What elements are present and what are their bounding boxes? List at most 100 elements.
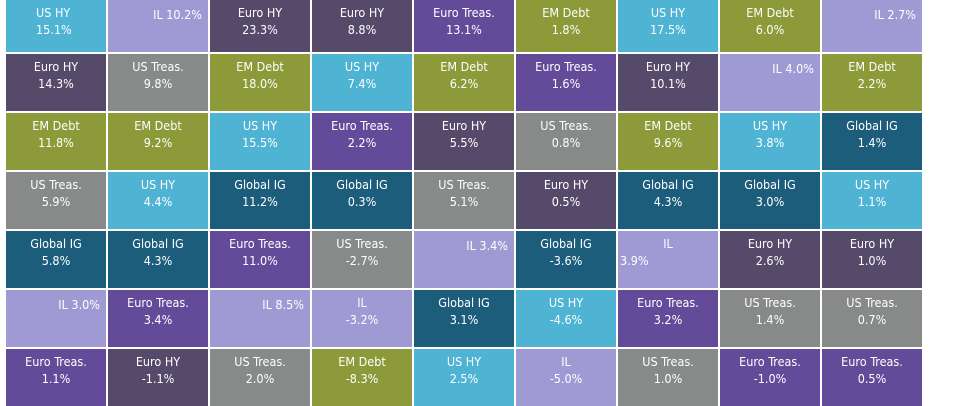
quilt-cell: EM Debt 6.2% — [414, 54, 514, 111]
cell-value: 0.5% — [857, 371, 887, 386]
cell-label: Euro Treas. — [127, 295, 189, 310]
cell-value: 1.1% — [857, 194, 887, 209]
cell-value: 2.0% — [245, 371, 275, 386]
cell-label: Global IG — [234, 177, 286, 192]
quilt-cell: US Treas. 0.8% — [516, 113, 616, 170]
quilt-cell: Global IG -3.6% — [516, 231, 616, 288]
cell-value: 15.5% — [242, 135, 278, 150]
cell-value: -1.1% — [141, 371, 175, 386]
cell-label: US HY — [36, 5, 71, 20]
quilt-cell: US Treas. 9.8% — [108, 54, 208, 111]
cell-value: 3.8% — [755, 135, 785, 150]
quilt-cell: EM Debt 9.2% — [108, 113, 208, 170]
cell-label: Euro HY — [849, 236, 895, 251]
cell-label: US HY — [548, 295, 584, 310]
cell-value: 5.9% — [41, 194, 71, 209]
cell-value: 4.4% — [143, 194, 173, 209]
returns-quilt-chart: US HY 15.1% IL 10.2% Euro HY 23.3% Euro HY 8.8… — [6, 0, 922, 406]
quilt-cell: EM Debt -8.3% — [312, 349, 412, 406]
cell-value: 3.0% — [755, 194, 785, 209]
quilt-cell: Euro Treas. 11.0% — [210, 231, 310, 288]
cell-label: IL — [357, 295, 367, 310]
cell-label: Euro HY — [543, 177, 589, 192]
quilt-cell: IL 10.2% — [108, 0, 208, 52]
cell-value: 11.8% — [38, 135, 74, 150]
quilt-cell: US HY 2.5% — [414, 349, 514, 406]
quilt-cell: US HY 3.8% — [720, 113, 820, 170]
cell-label: US Treas. — [336, 236, 388, 251]
cell-label: IL — [663, 236, 673, 251]
cell-label: Euro Treas. — [637, 295, 699, 310]
cell-value: 0.5% — [551, 194, 581, 209]
cell-label: Euro HY — [747, 236, 793, 251]
cell-label: US HY — [446, 354, 482, 369]
quilt-cell: IL 3.0% — [6, 290, 106, 347]
cell-value: 9.2% — [143, 135, 173, 150]
quilt-cell: US Treas. 5.9% — [6, 172, 106, 229]
cell-value: 1.4% — [857, 135, 887, 150]
cell-label: Global IG — [438, 295, 490, 310]
quilt-cell: Euro HY 14.3% — [6, 54, 106, 111]
cell-label: EM Debt — [236, 59, 284, 74]
cell-value: -2.7% — [345, 253, 379, 268]
cell-label: Euro Treas. — [739, 354, 801, 369]
cell-value: 23.3% — [242, 22, 278, 37]
quilt-cell: Global IG 1.4% — [822, 113, 922, 170]
cell-value: 0.7% — [857, 312, 887, 327]
quilt-cell: Euro HY 10.1% — [618, 54, 718, 111]
cell-label: Euro HY — [237, 5, 283, 20]
cell-value: 1.0% — [653, 371, 683, 386]
cell-value: 11.2% — [242, 194, 278, 209]
cell-value: 3.4% — [143, 312, 173, 327]
cell-label: IL 2.7% — [874, 7, 916, 22]
quilt-cell: Global IG 4.3% — [618, 172, 718, 229]
cell-value: 1.8% — [551, 22, 581, 37]
quilt-cell: EM Debt 6.0% — [720, 0, 820, 52]
quilt-cell: Euro Treas. 3.4% — [108, 290, 208, 347]
quilt-cell: US Treas. 5.1% — [414, 172, 514, 229]
cell-value: 1.6% — [551, 76, 581, 91]
cell-value: 15.1% — [36, 22, 72, 37]
cell-value: 14.3% — [38, 76, 74, 91]
cell-value: 7.4% — [347, 76, 377, 91]
cell-value: 8.8% — [347, 22, 377, 37]
quilt-cell: US HY 7.4% — [312, 54, 412, 111]
quilt-cell: IL -3.2% — [312, 290, 412, 347]
cell-label: Global IG — [30, 236, 82, 251]
quilt-cell: EM Debt 11.8% — [6, 113, 106, 170]
quilt-cell: US Treas. 0.7% — [822, 290, 922, 347]
cell-value: 5.8% — [41, 253, 71, 268]
cell-label: EM Debt — [32, 118, 80, 133]
cell-value: -5.0% — [549, 371, 583, 386]
quilt-cell: US HY -4.6% — [516, 290, 616, 347]
quilt-cell: IL -5.0% — [516, 349, 616, 406]
cell-value: 5.1% — [449, 194, 479, 209]
cell-value: 0.3% — [347, 194, 377, 209]
cell-label: IL 4.0% — [772, 61, 814, 76]
cell-value: 1.4% — [755, 312, 785, 327]
cell-label: Euro Treas. — [841, 354, 903, 369]
quilt-cell: US HY 15.1% — [6, 0, 106, 52]
cell-label: US HY — [854, 177, 890, 192]
quilt-cell: IL 3.9% — [618, 231, 718, 288]
quilt-cell: Global IG 3.0% — [720, 172, 820, 229]
cell-label: Euro Treas. — [433, 5, 495, 20]
cell-value: 1.1% — [41, 371, 71, 386]
cell-value: 3.1% — [449, 312, 479, 327]
cell-value: 6.2% — [449, 76, 479, 91]
cell-label: Euro HY — [441, 118, 487, 133]
cell-label: IL 3.0% — [58, 297, 100, 312]
quilt-cell: US Treas. 2.0% — [210, 349, 310, 406]
cell-label: Euro Treas. — [25, 354, 87, 369]
quilt-cell: US Treas. 1.4% — [720, 290, 820, 347]
cell-value: 9.6% — [653, 135, 683, 150]
cell-label: EM Debt — [644, 118, 692, 133]
cell-value: -1.0% — [753, 371, 787, 386]
cell-value: -3.2% — [345, 312, 379, 327]
quilt-cell: Euro Treas. 2.2% — [312, 113, 412, 170]
quilt-cell: IL 8.5% — [210, 290, 310, 347]
quilt-cell: EM Debt 2.2% — [822, 54, 922, 111]
cell-value: 5.5% — [449, 135, 479, 150]
quilt-cell: Global IG 0.3% — [312, 172, 412, 229]
quilt-cell: EM Debt 1.8% — [516, 0, 616, 52]
